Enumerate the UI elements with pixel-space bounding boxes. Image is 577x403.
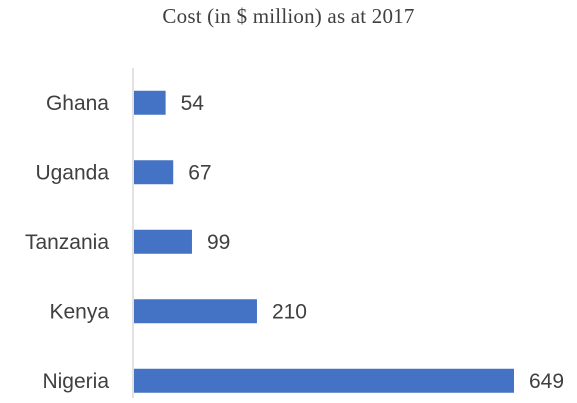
category-label-ghana: Ghana [46, 92, 109, 115]
data-label-nigeria: 649 [529, 370, 564, 393]
bar-ghana [134, 90, 166, 115]
chart-title: Cost (in $ million) as at 2017 [162, 4, 415, 28]
data-label-uganda: 67 [188, 161, 211, 184]
data-label-kenya: 210 [272, 300, 307, 323]
bar-nigeria [134, 368, 514, 393]
category-label-kenya: Kenya [49, 300, 109, 323]
bar-uganda [134, 160, 174, 185]
data-label-ghana: 54 [181, 92, 205, 115]
data-label-tanzania: 99 [207, 231, 230, 254]
category-label-nigeria: Nigeria [42, 370, 109, 393]
bar-tanzania [134, 229, 192, 254]
category-label-tanzania: Tanzania [25, 231, 109, 254]
bar-kenya [134, 299, 257, 324]
category-label-uganda: Uganda [35, 161, 109, 184]
